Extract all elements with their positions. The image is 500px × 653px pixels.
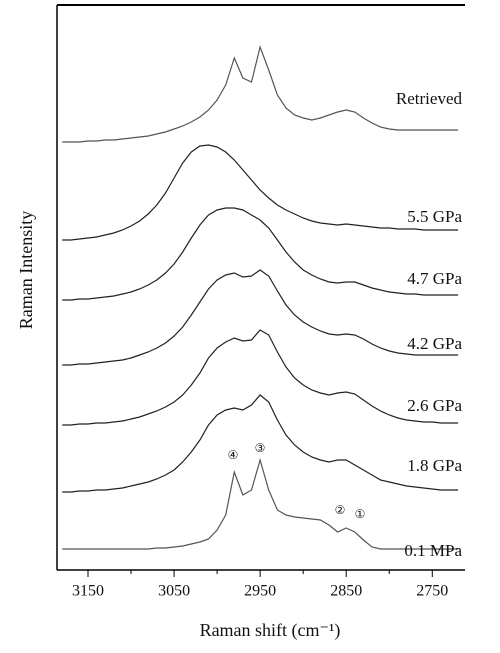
y-axis-label: Raman Intensity [16,211,36,329]
peak-annotation: ④ [228,448,239,462]
spectrum-line [62,269,459,366]
x-tick-label: 2950 [244,583,276,600]
spectrum-line [62,457,459,550]
x-tick-label: 2750 [416,583,448,600]
peak-annotation: ① [355,507,366,521]
series-label: 2.6 GPa [407,396,462,415]
spectrum-line [62,394,459,493]
series-label: Retrieved [396,89,463,108]
spectrum-line [62,44,459,143]
x-tick-label: 3050 [158,583,190,600]
peak-annotation: ③ [255,441,266,455]
peak-annotation: ② [335,503,346,517]
spectrum-line [62,207,459,301]
x-tick-label: 2850 [330,583,362,600]
series-label: 1.8 GPa [407,456,462,475]
spectrum-line [62,144,459,241]
x-tick-label: 3150 [72,583,104,600]
x-axis-label: Raman shift (cm⁻¹) [200,620,341,641]
series-label: 5.5 GPa [407,207,462,226]
spectrum-line [62,329,459,426]
series-label: 4.2 GPa [407,334,462,353]
series-label: 4.7 GPa [407,269,462,288]
series-label: 0.1 MPa [404,541,462,560]
